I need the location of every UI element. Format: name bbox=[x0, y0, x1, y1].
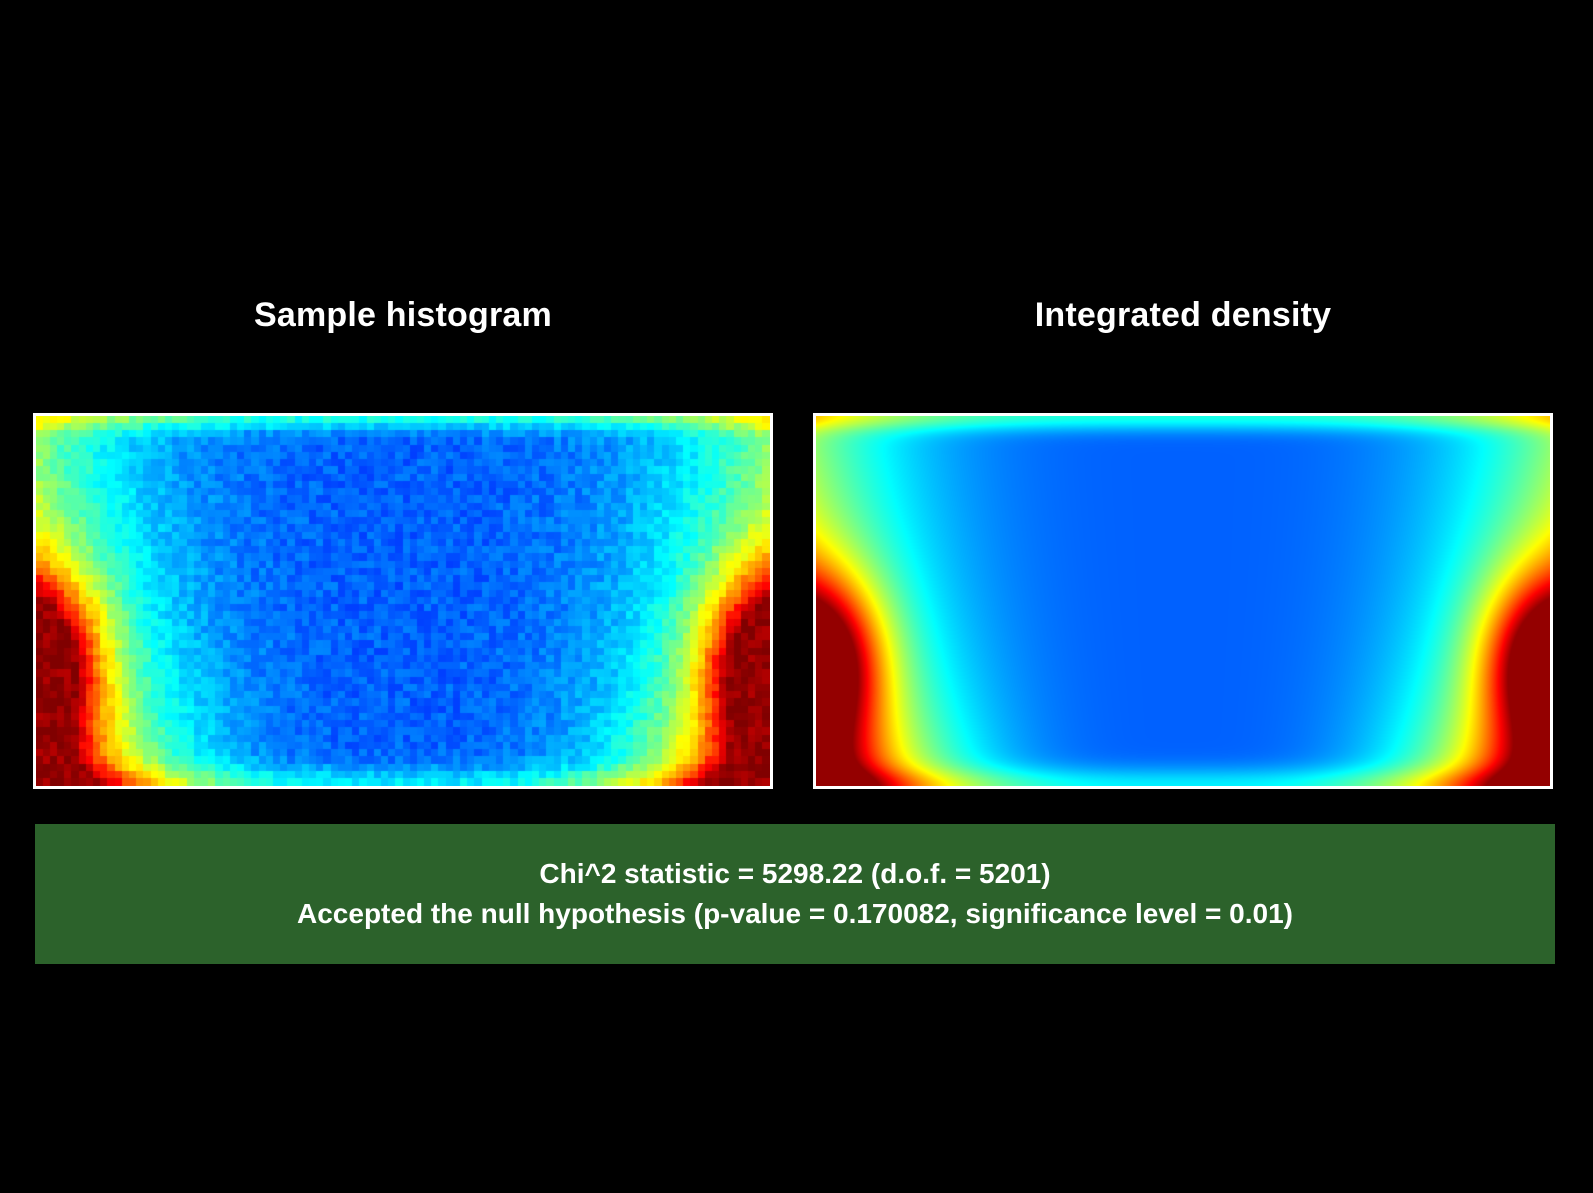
chi2-statistic-text: Chi^2 statistic = 5298.22 (d.o.f. = 5201… bbox=[539, 858, 1051, 889]
histogram-title: Sample histogram bbox=[254, 296, 552, 334]
density-heatmap bbox=[813, 413, 1553, 789]
histogram-canvas bbox=[36, 416, 770, 786]
density-canvas bbox=[816, 416, 1550, 786]
test-result-box: Chi^2 statistic = 5298.22 (d.o.f. = 5201… bbox=[35, 824, 1555, 964]
hypothesis-result-text: Accepted the null hypothesis (p-value = … bbox=[297, 898, 1293, 929]
density-title: Integrated density bbox=[1034, 296, 1332, 334]
histogram-heatmap bbox=[33, 413, 773, 789]
